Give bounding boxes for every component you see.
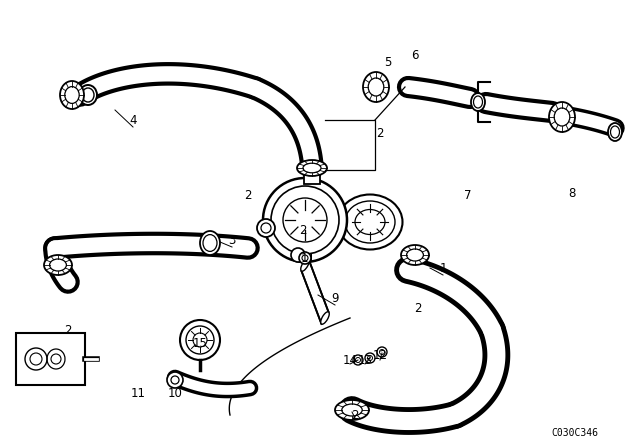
Text: 14: 14 <box>342 353 358 366</box>
Text: 13: 13 <box>358 353 372 366</box>
Text: C030C346: C030C346 <box>552 428 598 438</box>
Text: 8: 8 <box>568 186 576 199</box>
Text: 2: 2 <box>300 224 307 237</box>
Text: 11: 11 <box>301 251 316 264</box>
Circle shape <box>271 186 339 254</box>
FancyBboxPatch shape <box>16 333 85 385</box>
Circle shape <box>193 333 207 347</box>
Circle shape <box>261 223 271 233</box>
Polygon shape <box>301 259 328 324</box>
Ellipse shape <box>60 81 84 109</box>
Ellipse shape <box>303 163 321 173</box>
Ellipse shape <box>611 126 620 138</box>
Text: 3: 3 <box>228 233 236 246</box>
Ellipse shape <box>608 123 622 141</box>
Ellipse shape <box>297 160 327 176</box>
Ellipse shape <box>50 259 67 271</box>
Ellipse shape <box>368 78 384 96</box>
Text: 2: 2 <box>376 126 384 139</box>
Ellipse shape <box>406 249 424 261</box>
Ellipse shape <box>549 102 575 132</box>
Ellipse shape <box>342 404 362 416</box>
Circle shape <box>25 348 47 370</box>
Text: 12: 12 <box>372 349 387 362</box>
Circle shape <box>167 372 183 388</box>
Ellipse shape <box>355 210 385 234</box>
Circle shape <box>367 356 372 361</box>
Text: 2: 2 <box>64 323 72 336</box>
Ellipse shape <box>337 194 403 250</box>
Ellipse shape <box>203 235 217 251</box>
Circle shape <box>299 252 311 264</box>
Text: 7: 7 <box>464 189 472 202</box>
Ellipse shape <box>301 259 309 271</box>
Text: 15: 15 <box>193 336 207 349</box>
Circle shape <box>263 178 347 262</box>
Text: 1: 1 <box>439 262 447 275</box>
Ellipse shape <box>401 245 429 265</box>
Circle shape <box>180 320 220 360</box>
Ellipse shape <box>321 312 329 324</box>
FancyBboxPatch shape <box>304 172 320 184</box>
Circle shape <box>377 347 387 357</box>
Ellipse shape <box>200 231 220 255</box>
Circle shape <box>365 353 375 363</box>
Ellipse shape <box>363 72 389 102</box>
Text: 9: 9 <box>332 292 339 305</box>
Text: 6: 6 <box>412 48 419 61</box>
Ellipse shape <box>345 201 395 243</box>
Circle shape <box>355 358 360 362</box>
Text: 11: 11 <box>131 387 145 400</box>
Ellipse shape <box>65 86 79 103</box>
Text: 4: 4 <box>129 113 137 126</box>
Text: 10: 10 <box>168 387 182 400</box>
Circle shape <box>302 255 308 261</box>
Circle shape <box>380 349 385 354</box>
Circle shape <box>186 326 214 354</box>
Text: 2: 2 <box>244 189 252 202</box>
Ellipse shape <box>82 88 94 102</box>
Ellipse shape <box>474 96 483 108</box>
Circle shape <box>353 355 363 365</box>
Circle shape <box>291 248 305 262</box>
Text: 5: 5 <box>384 56 392 69</box>
Text: 2: 2 <box>351 409 359 422</box>
Ellipse shape <box>335 400 369 420</box>
Text: 2: 2 <box>414 302 422 314</box>
Ellipse shape <box>554 108 570 126</box>
Circle shape <box>257 219 275 237</box>
Circle shape <box>283 198 327 242</box>
Ellipse shape <box>79 85 97 105</box>
Circle shape <box>51 354 61 364</box>
Circle shape <box>171 376 179 384</box>
Ellipse shape <box>471 93 485 111</box>
Circle shape <box>30 353 42 365</box>
Ellipse shape <box>44 255 72 275</box>
